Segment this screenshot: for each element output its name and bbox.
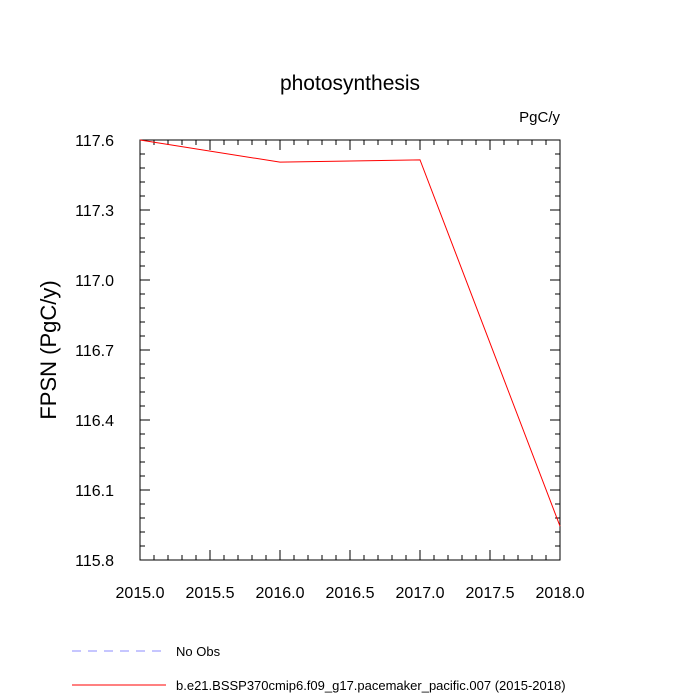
legend: No Obs b.e21.BSSP370cmip6.f09_g17.pacemak… — [72, 644, 566, 693]
y-tick-label: 115.8 — [75, 553, 114, 570]
series-line — [139, 139, 561, 527]
axis-tick-labels: 2015.0 2015.5 2016.0 2016.5 2017.0 2017.5 2018… — [75, 133, 584, 602]
x-tick-label: 2018.0 — [536, 585, 585, 602]
data-series — [139, 139, 561, 527]
y-tick-label: 116.7 — [75, 343, 114, 360]
axis-ticks — [139, 139, 561, 561]
chart-title: photosynthesis — [280, 72, 420, 95]
y-tick-label: 117.0 — [75, 273, 114, 290]
x-tick-label: 2016.0 — [256, 585, 305, 602]
legend-label: No Obs — [176, 644, 221, 659]
plot-frame — [139, 139, 561, 561]
x-tick-label: 2017.5 — [466, 585, 515, 602]
x-tick-label: 2015.0 — [116, 585, 165, 602]
y-tick-label: 116.4 — [75, 413, 114, 430]
y-tick-label: 116.1 — [75, 483, 114, 500]
y-tick-label: 117.3 — [75, 203, 114, 220]
y-tick-label: 117.6 — [75, 133, 114, 150]
units-label: PgC/y — [519, 109, 560, 126]
y-axis-label: FPSN (PgC/y) — [36, 280, 61, 419]
legend-label: b.e21.BSSP370cmip6.f09_g17.pacemaker_pac… — [176, 678, 566, 693]
x-tick-label: 2016.5 — [326, 585, 375, 602]
x-tick-label: 2017.0 — [396, 585, 445, 602]
x-tick-label: 2015.5 — [186, 585, 235, 602]
